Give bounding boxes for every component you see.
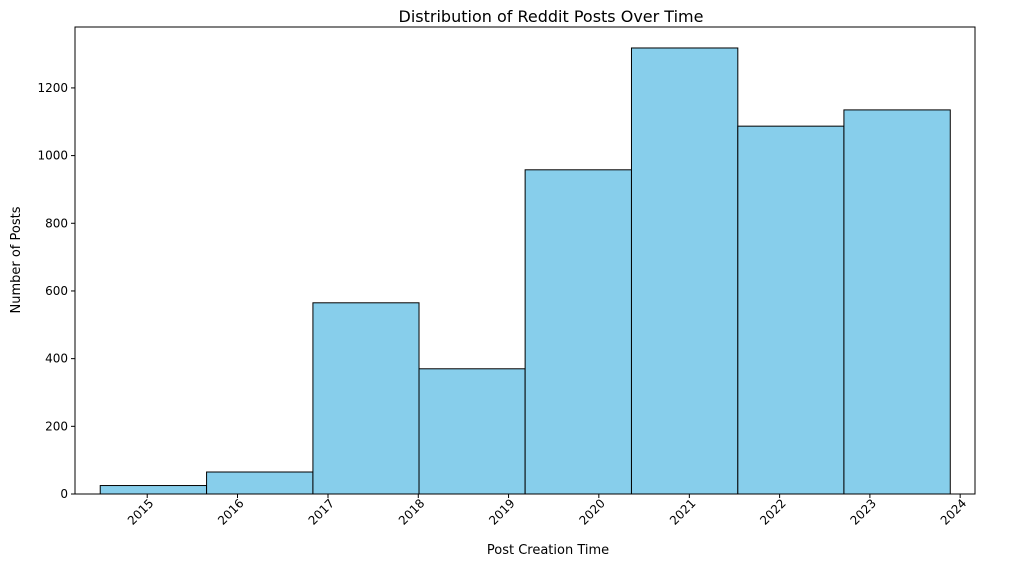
y-tick-label: 800 (45, 216, 68, 230)
x-tick-label: 2016 (215, 496, 246, 527)
x-tick-label: 2019 (486, 496, 517, 527)
y-tick-label: 400 (45, 352, 68, 366)
x-tick-label: 2021 (667, 496, 698, 527)
x-tick-label: 2023 (848, 496, 879, 527)
x-tick-label: 2022 (757, 496, 788, 527)
histogram-bar (524, 169, 632, 495)
x-tick-label: 2024 (938, 496, 969, 527)
plot-frame (74, 26, 976, 495)
histogram-bar (630, 47, 739, 495)
y-tick-label: 200 (45, 419, 68, 433)
histogram-bar (206, 471, 314, 495)
histogram-bar (737, 125, 845, 495)
x-tick-label: 2018 (396, 496, 427, 527)
histogram-bar (843, 109, 951, 495)
y-axis-label: Number of Posts (9, 206, 24, 313)
histogram-bar (99, 485, 208, 495)
x-axis-label: Post Creation Time (487, 543, 609, 558)
x-tick-label: 2015 (125, 496, 156, 527)
y-axis-ticks: 0 200 400 600 800 1000 1200 (37, 81, 75, 501)
y-tick-label: 1200 (37, 81, 68, 95)
y-tick-label: 0 (60, 487, 68, 501)
y-tick-label: 600 (45, 284, 68, 298)
histogram-bar (312, 302, 420, 495)
x-tick-label: 2017 (306, 496, 337, 527)
y-tick-label: 1000 (37, 149, 68, 163)
x-axis-ticks: 2015 2016 2017 2018 2019 2020 2021 2022 2023 2024 (125, 494, 969, 528)
chart-title: Distribution of Reddit Posts Over Time (399, 7, 704, 26)
bars-group (99, 47, 951, 495)
x-tick-label: 2020 (576, 496, 607, 527)
histogram-bar (418, 368, 526, 495)
